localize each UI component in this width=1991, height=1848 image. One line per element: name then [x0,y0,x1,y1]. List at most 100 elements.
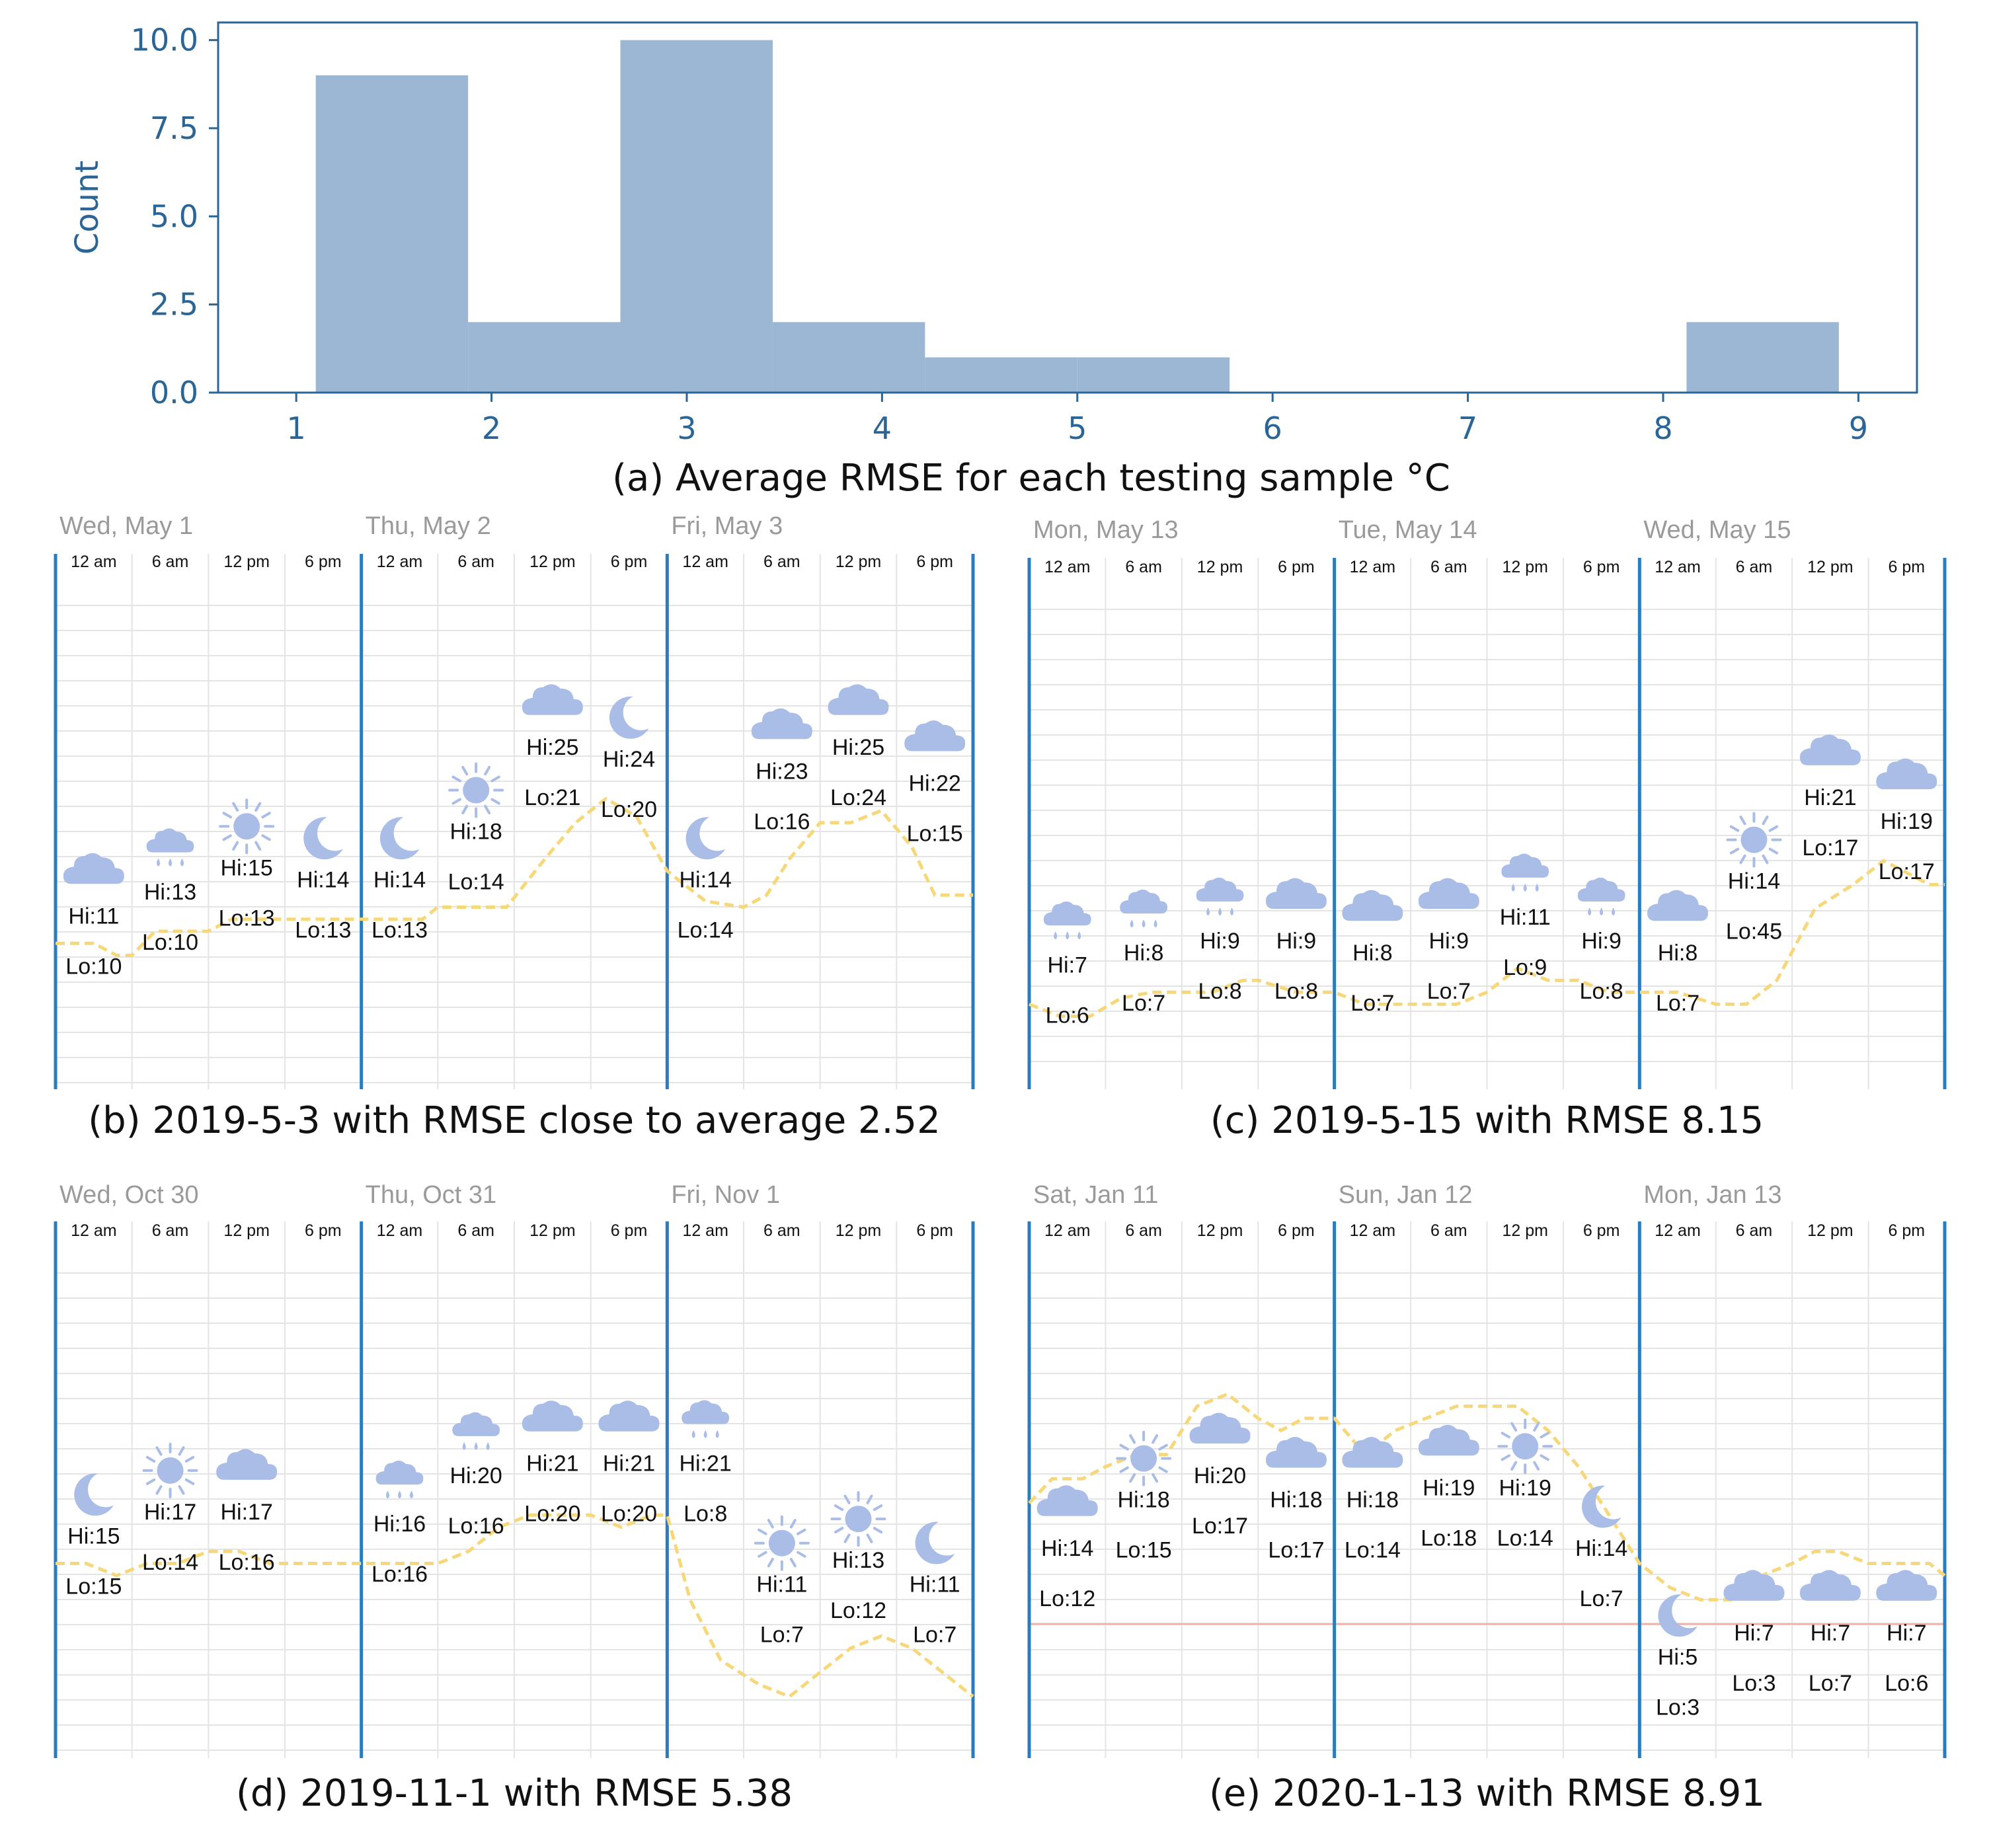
hour-label: 12 am [1044,558,1090,576]
cloud-shape [682,1400,730,1424]
rain-icon [146,828,194,866]
sun-ray [1768,825,1779,832]
cloud-shape [1799,1570,1861,1601]
sun-ray [873,1527,883,1534]
lo-label: Lo:10 [142,930,198,955]
moon-crescent [915,1521,955,1564]
cloud-shape [904,720,966,751]
hi-label: Hi:24 [603,747,655,772]
moon-crescent [609,696,649,739]
hi-label: Hi:11 [68,904,119,929]
sun-ray [490,798,500,805]
raindrop [1206,907,1210,916]
hi-label: Hi:11 [910,1572,960,1598]
sun-ray [1129,1434,1136,1444]
cloud-body [522,684,583,715]
sun-ray [1510,1422,1518,1432]
raindrop [1523,883,1527,892]
cloud-body [1342,1437,1403,1468]
sun-icon [219,798,275,855]
day-label: Wed, May 15 [1643,516,1791,544]
rain-icon [452,1412,500,1450]
hi-label: Hi:21 [526,1451,578,1477]
hour-label: 6 am [457,1221,494,1240]
cloud-icon [63,853,124,884]
cloud-body [146,828,194,853]
cloud-body [1342,890,1403,921]
lo-label: Lo:12 [1039,1586,1095,1611]
sun-ray [145,1455,156,1463]
cloud-shape [1265,878,1327,909]
hour-label: 6 am [763,553,800,571]
cloud-icon [1418,1424,1479,1456]
sun-ray [155,1485,163,1495]
cloud-shape [216,1449,278,1480]
cloud-shape [1189,1412,1251,1444]
lo-label: Lo:18 [1421,1525,1477,1551]
hour-label: 6 pm [611,1221,648,1240]
hour-label: 6 am [1736,558,1773,576]
moon-icon [915,1521,955,1564]
x-tick-label: 9 [1849,410,1868,446]
cloud-body [1647,890,1709,921]
cloud-body [522,1401,583,1432]
hi-label: Hi:19 [1881,809,1933,834]
hour-label: 12 am [377,553,422,571]
sun-ray [1768,847,1779,855]
sun-ray [178,1446,185,1456]
hour-label: 12 pm [1197,558,1243,576]
cloud-body [63,853,124,884]
raindrop [1588,907,1592,916]
raindrop [157,858,160,866]
hi-label: Hi:7 [1047,952,1087,978]
hi-label: Hi:19 [1499,1475,1551,1500]
sun-ray [1152,1473,1159,1483]
y-tick-label: 5.0 [150,198,198,234]
cloud-shape [1418,1424,1479,1456]
moon-icon [1658,1594,1698,1637]
sun-disc [1740,826,1768,853]
sun-ray [834,1527,844,1534]
raindrop [1130,919,1134,928]
sun-disc [845,1506,872,1533]
hour-label: 12 pm [836,1221,881,1240]
temperature-curve [1029,859,1945,1018]
cloud-icon [522,1401,583,1432]
raindrop [1153,919,1157,928]
lo-label: Lo:7 [1809,1671,1852,1696]
lo-label: Lo:15 [1116,1538,1172,1563]
cloud-icon [1265,1437,1327,1468]
cloud-body [1043,901,1091,926]
raindrop [1066,931,1070,940]
cloud-shape [146,828,194,853]
hi-label: Hi:21 [603,1451,655,1477]
hi-label: Hi:8 [1124,941,1163,966]
lo-label: Lo:14 [1345,1538,1401,1563]
hi-label: Hi:9 [1581,929,1621,954]
hour-label: 12 pm [836,553,881,571]
sun-ray [789,1557,797,1568]
lo-label: Lo:9 [1503,955,1547,980]
sun-disc [768,1529,795,1557]
day-label: Tue, May 14 [1339,516,1477,544]
day-label: Thu, Oct 31 [366,1181,497,1209]
cloud-shape [1501,853,1549,878]
hi-label: Hi:18 [449,820,502,845]
cloud-shape [1799,734,1861,765]
x-tick-label: 2 [482,410,501,446]
cloud-body [1265,1437,1327,1468]
lo-label: Lo:3 [1656,1695,1699,1720]
raindrop [1142,919,1146,928]
cloud-icon [1265,878,1327,909]
hi-label: Hi:18 [1117,1488,1169,1513]
hour-label: 6 am [152,553,189,571]
histogram-bar [620,40,773,393]
raindrop [715,1430,719,1438]
x-tick-label: 7 [1458,410,1477,446]
panel-caption: (c) 2019-5-15 with RMSE 8.15 [1210,1099,1764,1142]
hour-label: 6 pm [1888,1221,1925,1240]
sun-ray [1762,815,1769,826]
sun-ray [866,1533,873,1543]
hour-label: 6 pm [611,553,648,571]
hi-label: Hi:14 [297,868,349,893]
